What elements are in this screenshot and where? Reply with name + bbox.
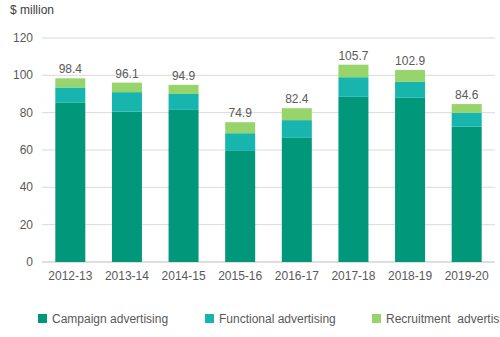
bar-segment [169,110,199,262]
bar-segment [395,70,425,82]
bar-segment [112,83,142,93]
y-tick-label: 40 [20,180,34,194]
bar-segment [225,133,255,151]
y-tick-label: 100 [13,68,33,82]
total-label: 102.9 [395,54,425,68]
x-tick-label: 2014-15 [162,269,206,283]
grid-line [42,38,495,39]
x-tick-label: 2017-18 [331,269,375,283]
total-label: 98.4 [59,62,83,76]
bar-segment [225,122,255,133]
x-tick-label: 2018-19 [388,269,432,283]
bar-segment [169,85,199,94]
x-tick-label: 2016-17 [275,269,319,283]
bar-segment [225,151,255,262]
y-tick-label: 0 [26,255,33,269]
legend-label: Campaign advertising [52,312,168,326]
total-label: 96.1 [115,67,139,81]
bar-segment [452,127,482,262]
bar-segment [338,77,368,97]
total-label: 94.9 [172,69,196,83]
legend-label: Functional advertising [219,312,336,326]
y-tick-label: 80 [20,106,34,120]
bar-segment [395,82,425,98]
grid-line [42,150,495,151]
x-tick-label: 2012-13 [48,269,92,283]
bar-segment [169,94,199,110]
bar-segment [338,65,368,78]
legend-swatch [205,314,214,323]
bar-segment [452,104,482,113]
bar-segment [338,97,368,262]
bar-segment [452,113,482,127]
grid-line [42,224,495,225]
grid-line [42,187,495,188]
y-axis-label: $ million [10,3,54,17]
x-tick-label: 2015-16 [218,269,262,283]
bar-segment [55,87,85,102]
bar-segment [282,138,312,262]
bar-segment [112,112,142,262]
bar-segment [112,92,142,112]
grid-line [42,112,495,113]
bars [55,65,481,262]
bar-segment [395,98,425,262]
y-tick-label: 120 [13,31,33,45]
y-tick-label: 20 [20,218,34,232]
total-label: 105.7 [338,49,368,63]
bar-segment [55,102,85,262]
y-tick-label: 60 [20,143,34,157]
bar-segment [282,120,312,138]
total-label: 84.6 [455,88,479,102]
grid-line [42,262,495,263]
x-tick-label: 2019-20 [445,269,489,283]
legend-swatch [372,314,381,323]
x-tick-label: 2013-14 [105,269,149,283]
legend-label: Recruitment advertising [386,312,500,326]
legend-swatch [38,314,47,323]
chart: $ million 0 20 40 60 80 100 120 98.4 2012-13 96.1 2… [0,0,500,337]
bar-segment [55,78,85,87]
bar-segment [282,108,312,120]
total-label: 74.9 [229,106,253,120]
grid-line [42,75,495,76]
total-label: 82.4 [285,92,309,106]
